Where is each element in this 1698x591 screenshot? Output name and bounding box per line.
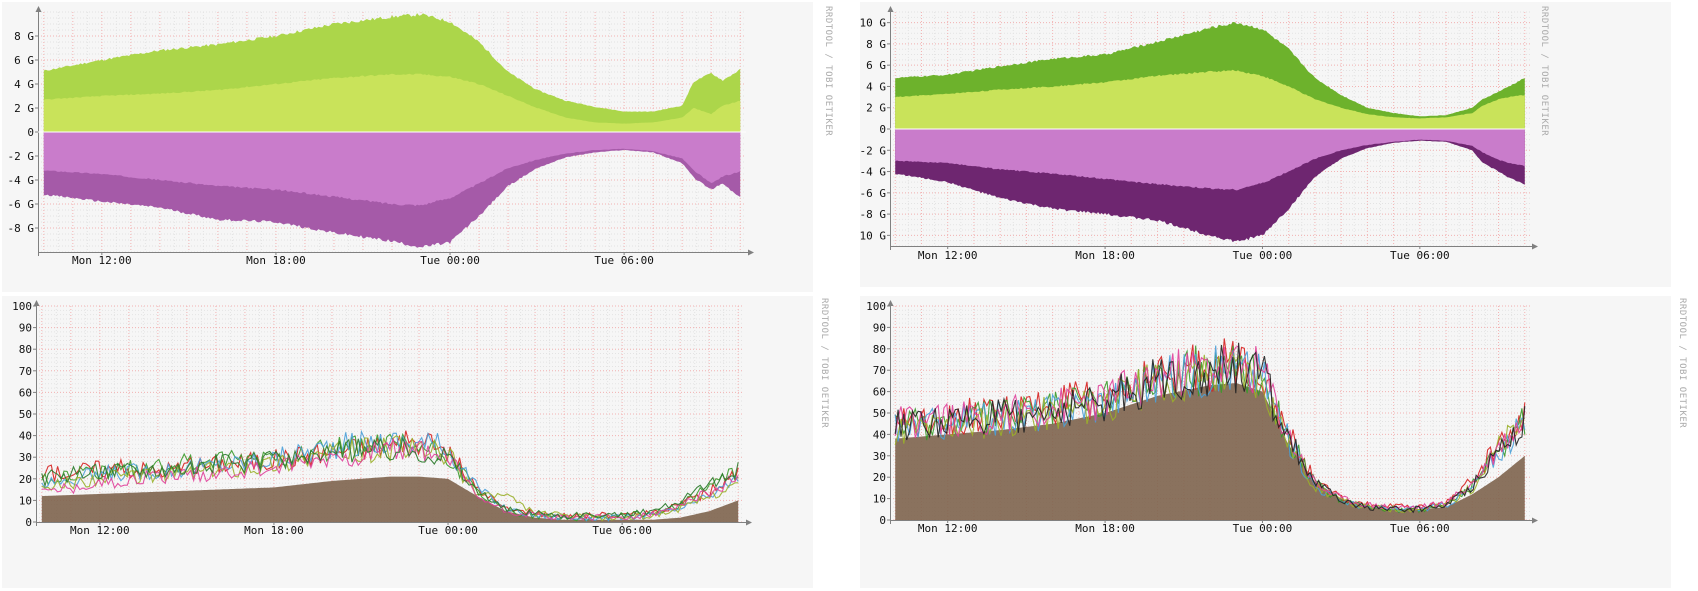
- y-tick-label: -2 G: [860, 144, 886, 157]
- series-line-3: [41, 429, 739, 522]
- y-tick-label: 100: [866, 300, 886, 313]
- series-area-inbound_lower: [43, 73, 741, 132]
- x-tick-label: Tue 06:00: [592, 524, 652, 537]
- y-tick-label: 70: [873, 364, 886, 377]
- watermark: RRDTOOL / TOBI OETIKER: [819, 298, 829, 429]
- bottom-left-utilization-graph: 100 90 80 70 60 50 40 30 20 10 0 Mon 12:00 Mon 18:00…: [2, 296, 829, 588]
- y-tick-label: 20: [873, 471, 886, 484]
- y-tick-label: 4 G: [14, 78, 34, 91]
- series-line-2: [41, 432, 739, 522]
- x-tick-label: Mon 18:00: [1075, 522, 1135, 535]
- series-area-inbound_lower: [895, 69, 1525, 129]
- y-tick-label: 8 G: [14, 30, 34, 43]
- y-tick-label: -10 G: [860, 229, 886, 242]
- y-tick-label: 80: [873, 343, 886, 356]
- x-axis-arrow: [746, 519, 752, 526]
- y-tick-label: 6 G: [866, 59, 886, 72]
- y-tick-label: 0: [27, 126, 34, 139]
- series-area-base: [41, 476, 739, 522]
- x-tick-label: Tue 00:00: [1233, 249, 1293, 262]
- y-tick-label: 30: [873, 450, 886, 463]
- y-tick-label: 80: [19, 343, 32, 356]
- series-area-base: [895, 383, 1525, 520]
- x-tick-label: Mon 12:00: [918, 249, 978, 262]
- chart-canvas: 10 G 8 G 6 G 4 G 2 G 0 -2 G -4 G -6 G -8 G -10 G Mo…: [860, 6, 1538, 262]
- y-axis-arrow: [35, 6, 42, 12]
- series-line-5: [41, 438, 739, 521]
- axes: [887, 300, 1538, 524]
- x-axis-arrow: [748, 249, 754, 256]
- x-tick-label: Mon 18:00: [246, 254, 306, 267]
- axes: [33, 300, 752, 526]
- y-tick-label: 20: [19, 473, 32, 486]
- y-tick-label: 40: [873, 428, 886, 441]
- y-tick-label: 90: [873, 321, 886, 334]
- series-line-6: [894, 342, 1526, 514]
- axes: [35, 6, 754, 256]
- y-tick-label: 2 G: [866, 102, 886, 115]
- y-tick-label: 4 G: [866, 80, 886, 93]
- y-tick-label: 50: [19, 408, 32, 421]
- x-tick-label: Tue 00:00: [420, 254, 480, 267]
- y-axis-arrow: [33, 300, 40, 306]
- bottom-right-utilization-graph: 100 90 80 70 60 50 40 30 20 10 0 Mon 12:00 Mon 18:00…: [860, 296, 1687, 588]
- x-tick-label: Mon 12:00: [72, 254, 132, 267]
- y-tick-label: 2 G: [14, 102, 34, 115]
- y-tick-label: 6 G: [14, 54, 34, 67]
- y-tick-label: 0: [25, 516, 32, 529]
- top-left-traffic-graph: 8 G 6 G 4 G 2 G 0 -2 G -4 G -6 G -8 G Mon 12:00 Mo…: [2, 2, 833, 292]
- y-tick-label: 10 G: [860, 17, 886, 30]
- watermark: RRDTOOL / TOBI OETIKER: [1677, 298, 1687, 429]
- x-tick-label: Tue 00:00: [1233, 522, 1293, 535]
- y-tick-label: -6 G: [8, 198, 35, 211]
- x-tick-label: Mon 12:00: [70, 524, 130, 537]
- y-tick-label: -8 G: [860, 208, 886, 221]
- x-tick-label: Tue 06:00: [1390, 249, 1450, 262]
- x-tick-label: Mon 12:00: [918, 522, 978, 535]
- y-tick-label: 60: [873, 386, 886, 399]
- y-tick-label: 60: [19, 386, 32, 399]
- y-tick-label: 100: [12, 300, 32, 313]
- x-tick-label: Tue 00:00: [418, 524, 478, 537]
- y-tick-label: 8 G: [866, 38, 886, 51]
- watermark: RRDTOOL / TOBI OETIKER: [823, 6, 833, 137]
- x-axis-arrow: [1532, 243, 1538, 250]
- y-tick-label: 10: [873, 493, 886, 506]
- y-tick-label: -2 G: [8, 150, 35, 163]
- axes: [887, 6, 1538, 250]
- x-tick-label: Mon 18:00: [244, 524, 304, 537]
- series-line-5: [894, 345, 1526, 510]
- y-tick-label: 70: [19, 365, 32, 378]
- y-tick-label: -8 G: [8, 222, 35, 235]
- top-right-traffic-graph: 10 G 8 G 6 G 4 G 2 G 0 -2 G -4 G -6 G -8 G -10 G Mo…: [860, 2, 1671, 287]
- series-line-6: [41, 436, 739, 520]
- y-tick-label: 90: [19, 322, 32, 335]
- y-tick-label: -4 G: [8, 174, 35, 187]
- x-axis-arrow: [1532, 517, 1538, 524]
- x-tick-label: Tue 06:00: [594, 254, 654, 267]
- y-tick-label: 50: [873, 407, 886, 420]
- y-tick-label: 10: [19, 494, 32, 507]
- series-area-outbound_lower: [43, 132, 741, 207]
- y-tick-label: -4 G: [860, 166, 886, 179]
- y-tick-label: 40: [19, 430, 32, 443]
- series-area-outbound_lower: [895, 129, 1525, 191]
- y-tick-label: 0: [879, 123, 886, 136]
- y-tick-label: -6 G: [860, 187, 886, 200]
- watermark: RRDTOOL / TOBI OETIKER: [1539, 6, 1549, 137]
- y-tick-label: 30: [19, 451, 32, 464]
- y-tick-label: 0: [879, 514, 886, 527]
- chart-canvas: 8 G 6 G 4 G 2 G 0 -2 G -4 G -6 G -8 G Mon 12:00 Mo…: [8, 6, 754, 267]
- y-axis-arrow: [887, 6, 894, 12]
- y-axis-arrow: [887, 300, 894, 306]
- x-tick-label: Tue 06:00: [1390, 522, 1450, 535]
- x-tick-label: Mon 18:00: [1075, 249, 1135, 262]
